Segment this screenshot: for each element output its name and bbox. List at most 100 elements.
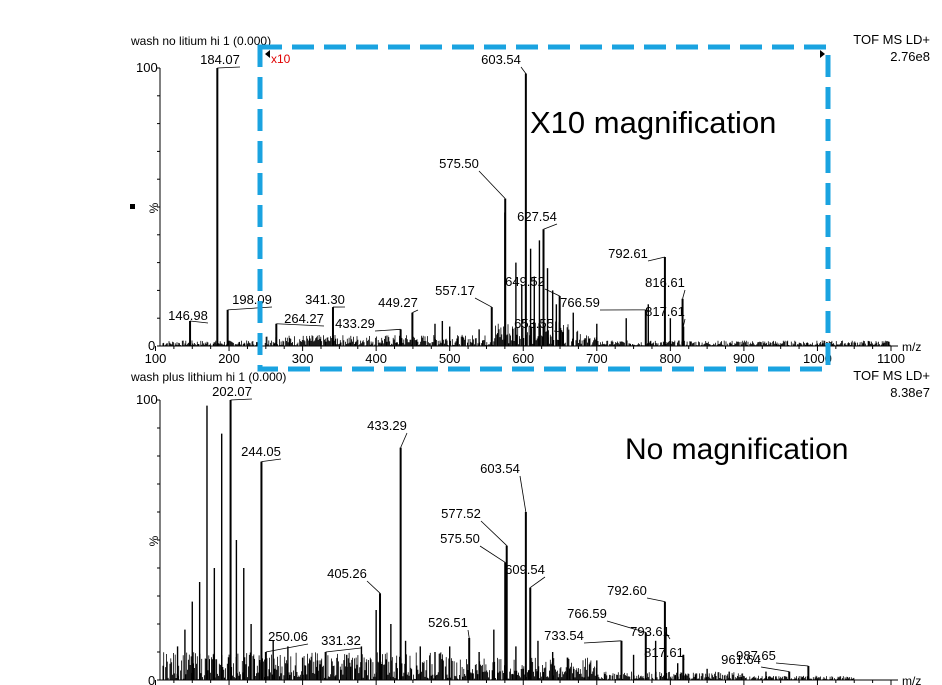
peak-leader-575.50 bbox=[479, 545, 506, 563]
peak-leader-792.61 bbox=[647, 256, 666, 262]
peak-leader-405.26 bbox=[366, 580, 381, 594]
peak-leader-449.27 bbox=[412, 309, 419, 314]
peak-leader-575.50 bbox=[478, 170, 506, 199]
panel-bottom-y-label: % bbox=[147, 535, 161, 546]
peak-label-792.61: 792.61 bbox=[608, 246, 648, 261]
peak-label-526.51: 526.51 bbox=[428, 615, 468, 630]
peak-leader-202.07 bbox=[230, 398, 253, 401]
peak-leader-627.54 bbox=[543, 223, 558, 230]
panel-top-y-label: % bbox=[147, 202, 161, 213]
peak-leader-433.29 bbox=[374, 328, 401, 332]
panel-top-peak-labels: 146.98 184.07 198.09 264.27 341.30 433.29449.… bbox=[168, 52, 686, 333]
panel-top-instrument: TOF MS LD+ bbox=[853, 32, 930, 47]
x-tick-label: 900 bbox=[733, 351, 755, 366]
peak-leader-817.61 bbox=[682, 318, 686, 327]
x-tick-label: 400 bbox=[365, 351, 387, 366]
peak-label-264.27: 264.27 bbox=[284, 311, 324, 326]
peak-leader-577.52 bbox=[480, 520, 507, 546]
peak-label-244.05: 244.05 bbox=[241, 444, 281, 459]
peak-label-817.61: 817.61 bbox=[644, 645, 684, 660]
peak-leader-184.07 bbox=[217, 66, 241, 69]
peak-leader-733.54 bbox=[583, 640, 622, 644]
peak-label-817.61: 817.61 bbox=[645, 304, 685, 319]
panel-top-y-tick-100: 100 bbox=[136, 60, 158, 75]
panel-bottom-x-ticks bbox=[155, 399, 892, 685]
peak-label-331.32: 331.32 bbox=[321, 633, 361, 648]
peak-leader-146.98 bbox=[190, 320, 209, 324]
x-tick-label: 700 bbox=[586, 351, 608, 366]
x-tick-label: 300 bbox=[292, 351, 314, 366]
peak-leader-653.55 bbox=[553, 330, 563, 333]
panel-top-x-label: m/z bbox=[902, 340, 921, 354]
no-magnification-annotation: No magnification bbox=[625, 433, 848, 466]
peak-leader-609.54 bbox=[530, 576, 546, 588]
peak-label-405.26: 405.26 bbox=[327, 566, 367, 581]
peak-leader-817.61 bbox=[682, 654, 685, 661]
peak-label-433.29: 433.29 bbox=[335, 316, 375, 331]
magnify-end-marker bbox=[820, 50, 825, 58]
panel-top-x-tick-labels: 100 200 300 400 500 600 700 800 900 1000 1100 bbox=[145, 351, 905, 366]
peak-leader-987.65 bbox=[775, 662, 809, 667]
x-tick-label: 800 bbox=[659, 351, 681, 366]
peak-label-653.55: 653.55 bbox=[514, 316, 554, 331]
magnify-start-marker bbox=[265, 50, 270, 58]
peak-label-627.54: 627.54 bbox=[517, 209, 557, 224]
peak-leader-766.59 bbox=[606, 620, 646, 633]
x-tick-label: 1100 bbox=[877, 351, 905, 366]
peak-label-816.61: 816.61 bbox=[645, 275, 685, 290]
peak-label-987.65: 987.65 bbox=[736, 648, 776, 663]
peak-label-250.06: 250.06 bbox=[268, 629, 308, 644]
peak-label-198.09: 198.09 bbox=[232, 292, 272, 307]
peak-leader-793.61 bbox=[665, 632, 671, 640]
panel-top-marker bbox=[130, 204, 135, 209]
peak-label-961.64: 961.64 bbox=[721, 652, 761, 667]
peak-label-449.27: 449.27 bbox=[378, 295, 418, 310]
panel-top-peaks bbox=[189, 68, 685, 346]
peak-leader-557.17 bbox=[474, 297, 492, 308]
panel-bottom-instrument: TOF MS LD+ bbox=[853, 368, 930, 383]
x10-magnification-annotation: X10 magnification bbox=[530, 105, 776, 140]
panel-bottom-y-tick-100: 100 bbox=[136, 392, 158, 407]
peak-label-603.54: 603.54 bbox=[481, 52, 521, 67]
peak-label-649.52: 649.52 bbox=[505, 274, 545, 289]
peak-label-146.98: 146.98 bbox=[168, 308, 208, 323]
peak-label-202.07: 202.07 bbox=[212, 384, 252, 399]
panel-bottom-title: wash plus lithium hi 1 (0.000) bbox=[130, 370, 286, 384]
x-tick-label: 1000 bbox=[803, 351, 832, 366]
peak-leader-649.52 bbox=[544, 288, 560, 297]
peak-label-577.52: 577.52 bbox=[441, 506, 481, 521]
peak-label-792.60: 792.60 bbox=[607, 583, 647, 598]
peak-label-184.07: 184.07 bbox=[200, 52, 240, 67]
peak-label-603.54: 603.54 bbox=[480, 461, 520, 476]
x-tick-label: 100 bbox=[145, 351, 167, 366]
peak-leader-526.51 bbox=[467, 629, 470, 639]
panel-top-y-tick-0: 0 bbox=[148, 338, 155, 353]
peak-leader-331.32 bbox=[325, 647, 362, 653]
panel-bottom-y-tick-0: 0 bbox=[148, 673, 155, 685]
peak-label-766.59: 766.59 bbox=[560, 295, 600, 310]
peak-label-733.54: 733.54 bbox=[544, 628, 584, 643]
panel-top-intensity: 2.76e8 bbox=[890, 49, 930, 64]
peak-label-609.54: 609.54 bbox=[505, 562, 545, 577]
panel-top-x-ticks bbox=[155, 67, 892, 351]
peak-leader-250.06 bbox=[265, 643, 309, 653]
peak-leader-198.09 bbox=[227, 306, 273, 311]
peak-leader-603.54 bbox=[519, 475, 527, 513]
peak-leader-433.29 bbox=[400, 432, 408, 448]
magnification-region-box bbox=[257, 44, 831, 372]
spectrum-panel-top: wash no litium hi 1 (0.000) TOF MS LD+ 2… bbox=[130, 32, 930, 372]
peak-leader-264.27 bbox=[276, 323, 325, 327]
peak-label-575.50: 575.50 bbox=[439, 156, 479, 171]
magnify-factor-label: x10 bbox=[271, 52, 291, 66]
peak-label-433.29: 433.29 bbox=[367, 418, 407, 433]
peak-leader-603.54 bbox=[520, 66, 527, 74]
x-tick-label: 200 bbox=[218, 351, 240, 366]
panel-bottom-peak-labels: 202.07 244.05 250.06 331.32 405.26 433.29 526.… bbox=[212, 384, 809, 672]
peak-label-557.17: 557.17 bbox=[435, 283, 475, 298]
peak-leader-792.60 bbox=[646, 597, 665, 602]
spectrum-panel-bottom: wash plus lithium hi 1 (0.000) TOF MS LD… bbox=[130, 368, 930, 685]
x-tick-label: 500 bbox=[439, 351, 461, 366]
peak-label-341.30: 341.30 bbox=[305, 292, 345, 307]
panel-top-title: wash no litium hi 1 (0.000) bbox=[130, 34, 271, 48]
